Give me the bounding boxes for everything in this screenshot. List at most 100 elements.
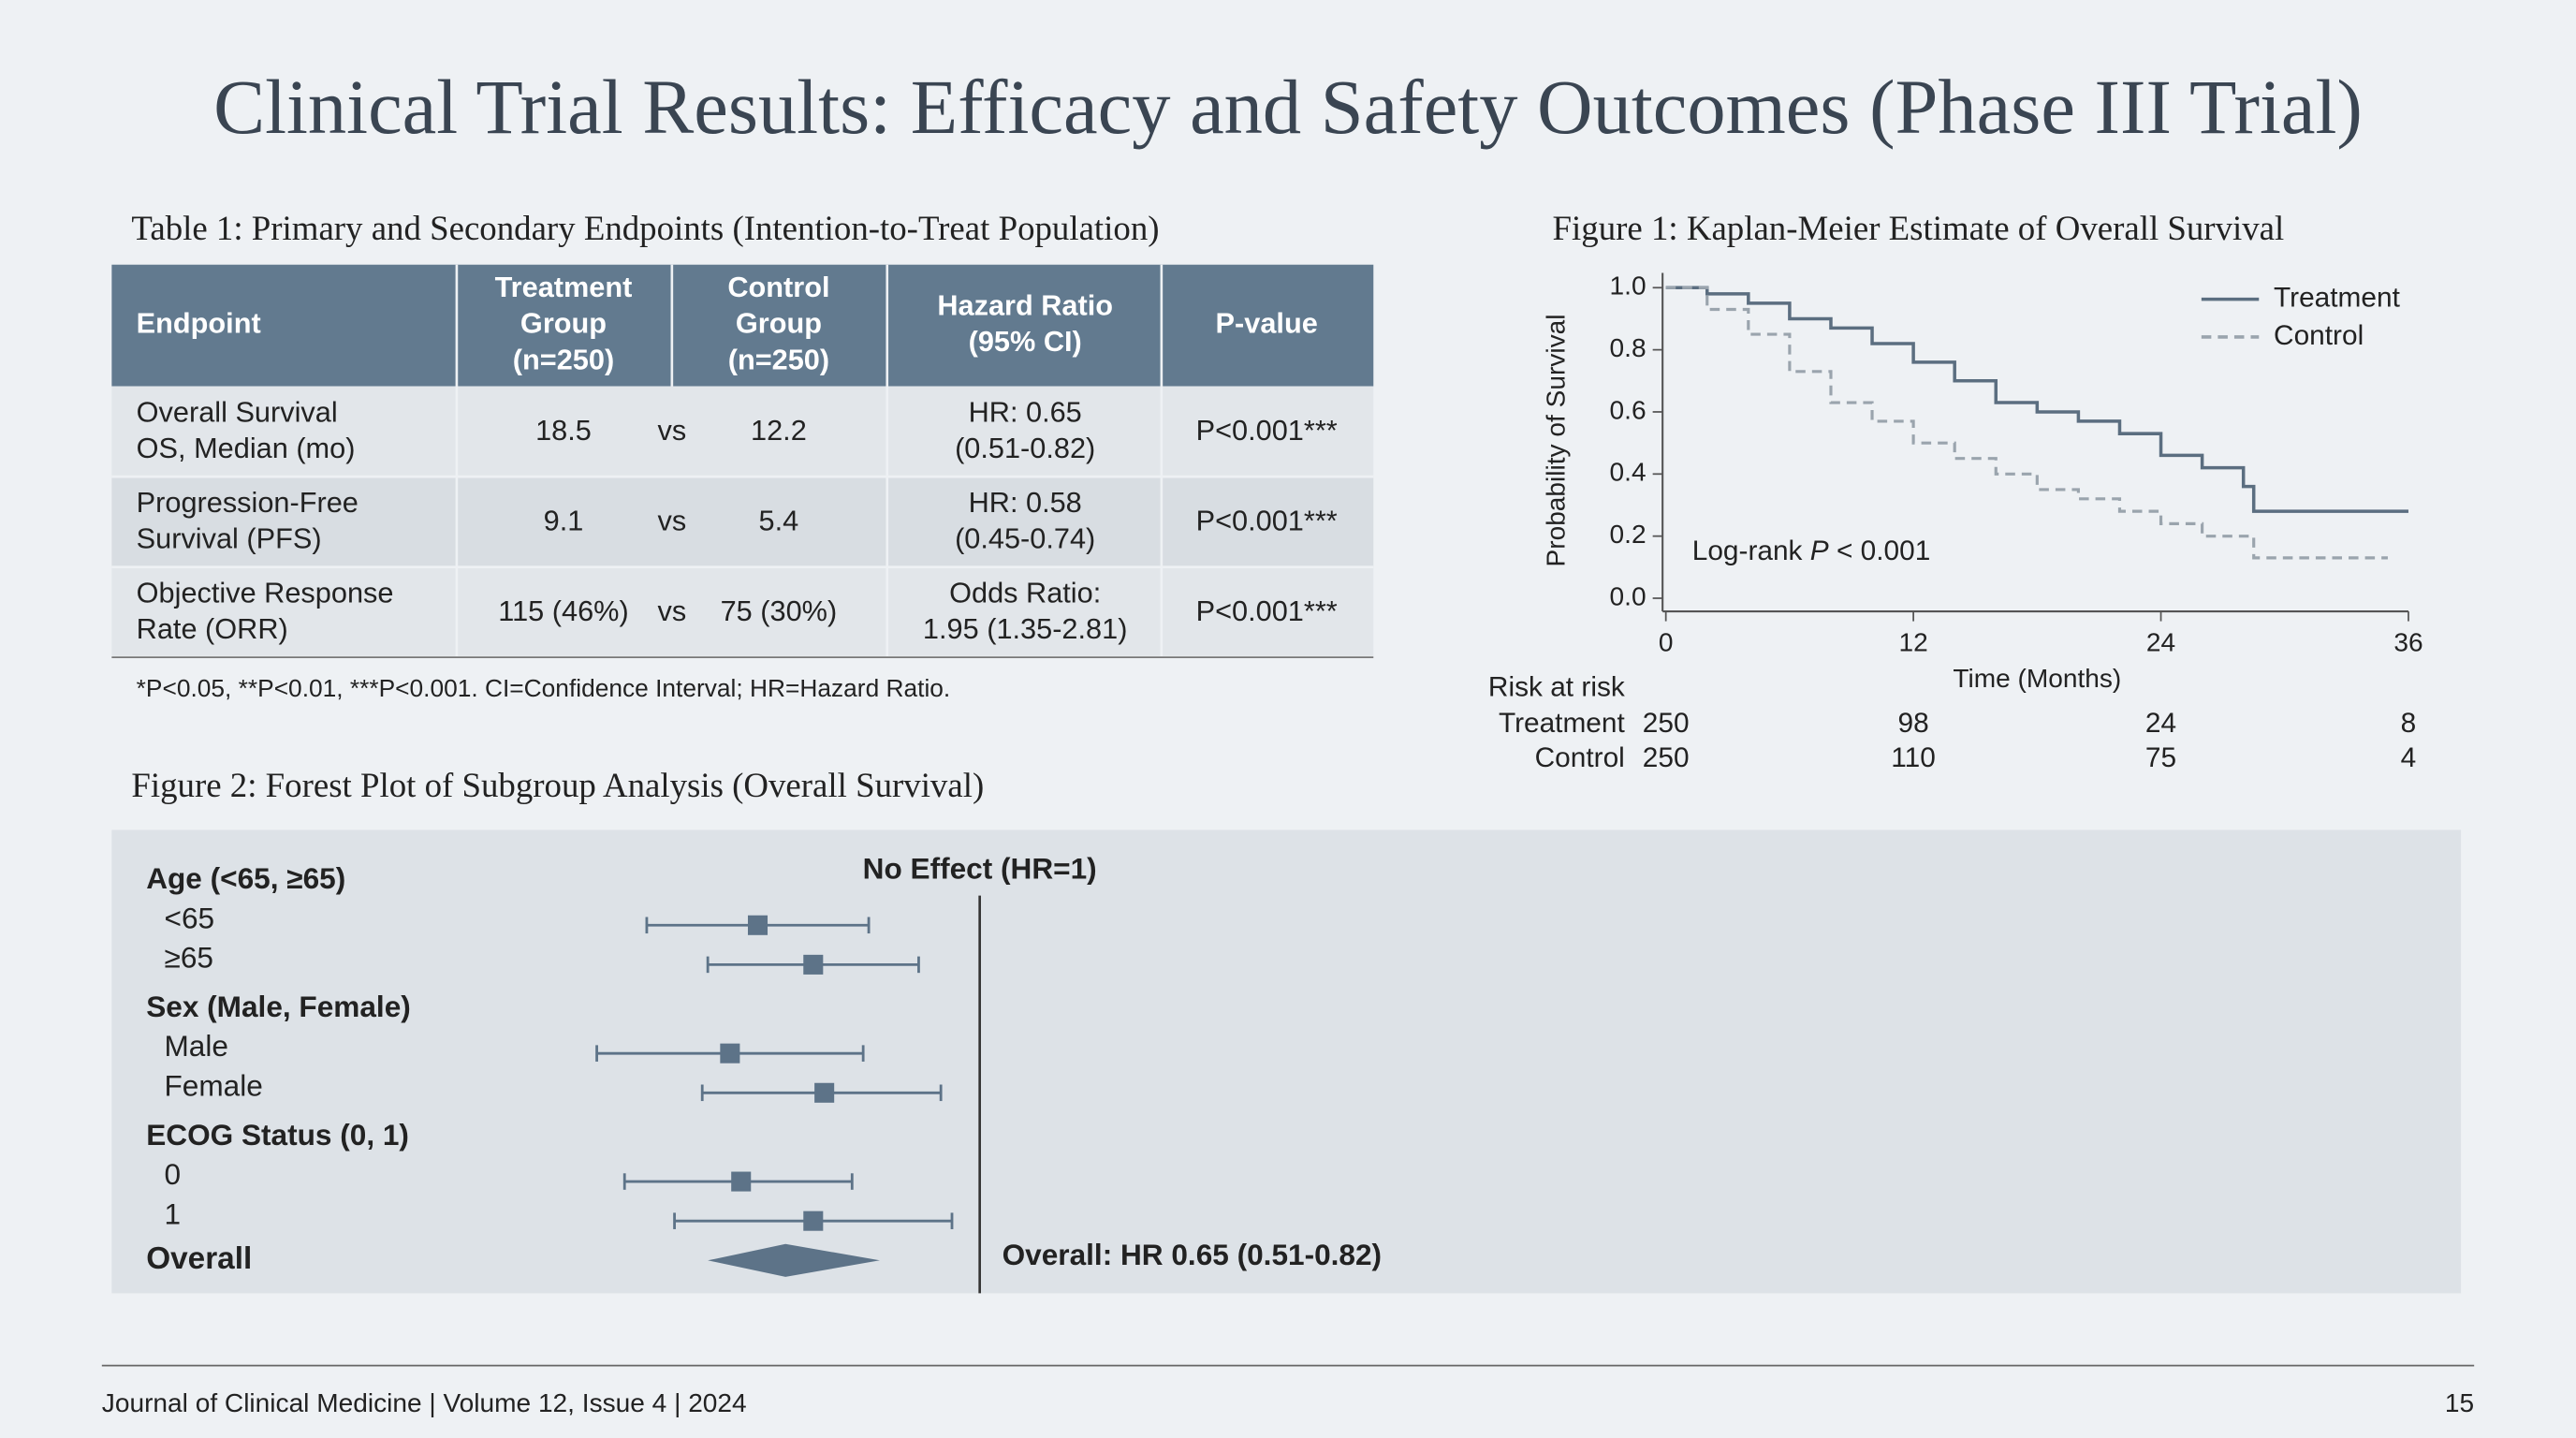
forest-title: Figure 2: Forest Plot of Subgroup Analys…: [131, 766, 984, 804]
table-header-cell: Treatment Group (n=250): [495, 271, 633, 375]
hr-point: [720, 1043, 740, 1064]
table-title: Table 1: Primary and Secondary Endpoints…: [131, 209, 1159, 247]
annotation-part: < 0.001: [1829, 536, 1931, 566]
hr-cell-line: Odds Ratio:: [949, 577, 1101, 609]
table-header-bg: [111, 264, 1374, 387]
p-value-cell: P<0.001***: [1196, 414, 1338, 447]
x-tick-label: 12: [1898, 628, 1927, 657]
endpoint-cell-line: Objective Response: [137, 577, 394, 609]
table-footnote: *P<0.05, **P<0.01, ***P<0.001. CI=Confid…: [137, 674, 951, 702]
subgroup-label: ≥65: [165, 940, 213, 974]
annotation-part: P: [1810, 536, 1829, 566]
subgroup-label: Female: [165, 1068, 263, 1102]
treatment-cell: 9.1: [544, 504, 584, 536]
hr-point: [803, 1211, 824, 1231]
risk-table-title: Risk at risk: [1488, 671, 1625, 702]
risk-count: 75: [2145, 742, 2176, 773]
hr-cell: Odds Ratio: 1.95 (1.35-2.81): [923, 577, 1127, 646]
x-tick-label: 0: [1659, 628, 1674, 657]
x-tick-label: 36: [2393, 628, 2422, 657]
endpoint-cell-line: Rate (ORR): [137, 612, 288, 645]
y-axis-label: Probability of Survival: [1541, 315, 1570, 567]
table-header-cell-line: Endpoint: [137, 307, 261, 340]
subgroup-label: <65: [165, 901, 215, 934]
legend-label: Treatment: [2274, 282, 2401, 313]
endpoint-cell-line: OS, Median (mo): [137, 432, 356, 464]
page-number: 15: [2445, 1388, 2474, 1417]
y-tick-label: 0.2: [1610, 520, 1647, 549]
endpoint-cell: Progression-Free Survival (PFS): [137, 486, 359, 555]
p-value-cell: P<0.001***: [1196, 504, 1338, 536]
subgroup-header: ECOG Status (0, 1): [146, 1118, 409, 1152]
endpoint-cell-line: Survival (PFS): [137, 522, 322, 555]
table-header-cell-line: (n=250): [513, 343, 614, 375]
risk-count: 110: [1891, 742, 1936, 773]
vs-cell: vs: [657, 504, 686, 536]
p-value-cell: P<0.001***: [1196, 594, 1338, 627]
table-header-cell: Control Group (n=250): [727, 271, 829, 375]
overall-diamond: [708, 1243, 880, 1277]
hr-point: [803, 954, 824, 975]
table-row-bg: [111, 386, 1374, 477]
hr-cell: HR: 0.58 (0.45-0.74): [955, 486, 1095, 555]
control-cell: 5.4: [759, 504, 799, 536]
vs-cell: vs: [657, 414, 686, 447]
treatment-cell: 115 (46%): [498, 594, 628, 627]
table-header-cell-line: Group: [736, 307, 822, 340]
overall-annotation: Overall: HR 0.65 (0.51-0.82): [1003, 1238, 1382, 1271]
subgroup-label: 0: [165, 1157, 182, 1191]
y-tick-label: 0.4: [1610, 458, 1647, 487]
hr-cell-line: (0.51-0.82): [955, 432, 1095, 464]
risk-count: 250: [1643, 708, 1690, 739]
table-header-cell-line: Hazard Ratio: [937, 288, 1113, 321]
table-row-bg: [111, 566, 1374, 658]
reference-label: No Effect (HR=1): [863, 852, 1097, 886]
table-header-cell: Hazard Ratio (95% CI): [937, 288, 1113, 358]
overall-label: Overall: [146, 1241, 252, 1276]
endpoint-cell: Overall Survival OS, Median (mo): [137, 396, 356, 465]
log-rank-annotation: Log-rank P < 0.001: [1692, 536, 1931, 566]
y-tick-label: 0.6: [1610, 395, 1647, 424]
risk-count: 250: [1643, 742, 1690, 773]
risk-count: 8: [2401, 708, 2417, 739]
y-tick-label: 0.0: [1610, 581, 1647, 610]
km-title: Figure 1: Kaplan-Meier Estimate of Overa…: [1553, 209, 2285, 247]
endpoint-cell-line: Progression-Free: [137, 486, 359, 519]
hr-point: [731, 1171, 752, 1192]
y-tick-label: 1.0: [1610, 271, 1647, 301]
legend-label: Control: [2274, 320, 2364, 351]
slide-title: Clinical Trial Results: Efficacy and Saf…: [213, 65, 2363, 150]
table-header-cell: P-value: [1216, 307, 1318, 340]
x-tick-label: 24: [2146, 628, 2175, 657]
table-header-cell-line: P-value: [1216, 307, 1318, 340]
control-cell: 75 (30%): [721, 594, 838, 627]
table-header-cell-line: (95% CI): [969, 325, 1082, 358]
risk-row-name: Treatment: [1499, 708, 1626, 739]
subgroup-header: Sex (Male, Female): [146, 990, 411, 1023]
risk-count: 4: [2401, 742, 2417, 773]
subgroup-header: Age (<65, ≥65): [146, 861, 345, 895]
hr-cell-line: (0.45-0.74): [955, 522, 1095, 555]
subgroup-label: 1: [165, 1196, 182, 1230]
hr-point: [814, 1082, 835, 1103]
vs-cell: vs: [657, 594, 686, 627]
table-header-cell-line: Control: [727, 271, 829, 303]
forest-panel: [111, 829, 2462, 1294]
x-axis-label: Time (Months): [1953, 664, 2121, 693]
table-header-cell-line: Group: [520, 307, 607, 340]
survival-curve: [1665, 286, 2388, 560]
table-header-cell-line: Treatment: [495, 271, 633, 303]
annotation-part: Log-rank: [1692, 536, 1810, 566]
table-header-cell: Endpoint: [137, 307, 261, 340]
subgroup-label: Male: [165, 1029, 228, 1063]
hr-cell-line: HR: 0.65: [969, 396, 1082, 429]
hr-cell-line: HR: 0.58: [969, 486, 1082, 519]
endpoint-cell-line: Overall Survival: [137, 396, 338, 429]
table-header-cell-line: (n=250): [728, 343, 829, 375]
table-row-bg: [111, 477, 1374, 567]
control-cell: 12.2: [751, 414, 807, 447]
survival-curve: [1665, 286, 2408, 513]
hr-cell-line: 1.95 (1.35-2.81): [923, 612, 1127, 645]
